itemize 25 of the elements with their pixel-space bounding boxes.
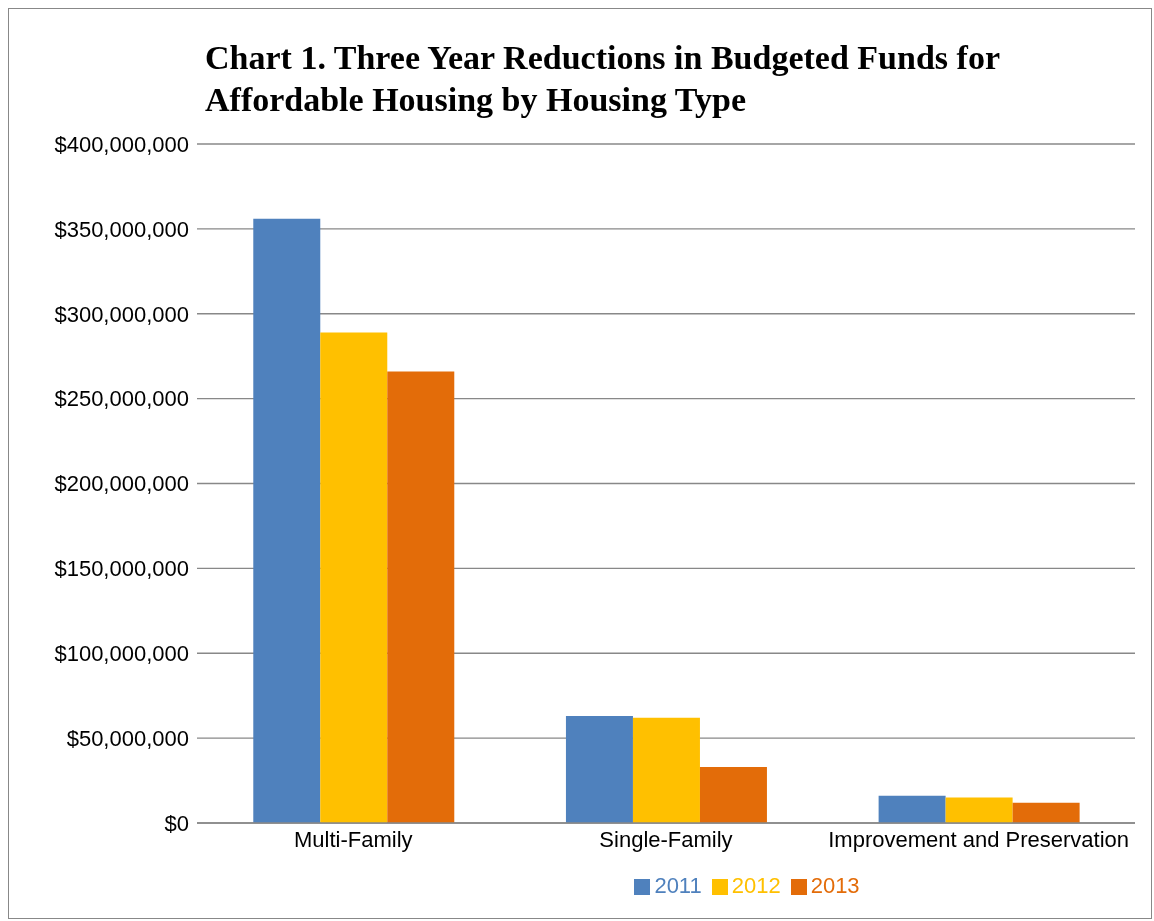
y-tick-label: $350,000,000 (54, 216, 189, 242)
legend-label: 2012 (731, 873, 781, 898)
y-tick-label: $100,000,000 (54, 641, 189, 667)
x-tick-label: Single-Family (599, 826, 733, 852)
y-tick-label: $400,000,000 (54, 131, 189, 157)
bar (253, 218, 321, 823)
bar (945, 797, 1013, 823)
y-tick-label: $0 (164, 810, 189, 836)
y-tick-label: $150,000,000 (54, 556, 189, 582)
y-tick-label: $300,000,000 (54, 301, 189, 327)
x-tick-label: Multi-Family (294, 826, 413, 852)
chart-title: Chart 1. Three Year Reductions in Budgeted Funds for Affordable Housing by Housing Type (205, 38, 1001, 120)
bar (565, 716, 633, 823)
x-tick-label: Improvement and Preservation (828, 826, 1130, 852)
bar (320, 332, 388, 823)
y-tick-label: $200,000,000 (54, 471, 189, 497)
bar (878, 795, 946, 823)
y-tick-label: $50,000,000 (66, 725, 189, 751)
y-tick-label: $250,000,000 (54, 386, 189, 412)
bar (1012, 802, 1080, 823)
bar (699, 766, 767, 823)
legend-label: 2011 (654, 873, 702, 898)
bar (632, 717, 700, 823)
bar (387, 371, 455, 823)
legend-label: 2013 (810, 873, 860, 898)
